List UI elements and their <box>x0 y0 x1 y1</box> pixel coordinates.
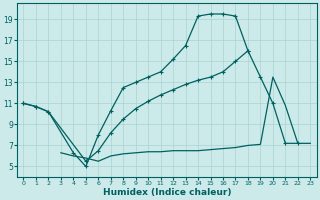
X-axis label: Humidex (Indice chaleur): Humidex (Indice chaleur) <box>103 188 231 197</box>
